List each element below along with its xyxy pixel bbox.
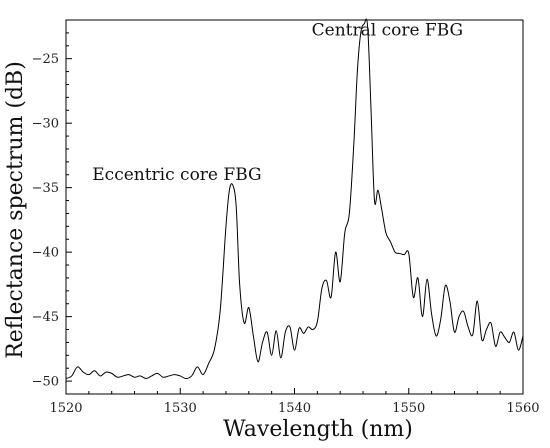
plot-frame <box>65 19 524 395</box>
x-tick-label: 1530 <box>164 401 197 416</box>
x-axis-title: Wavelength (nm) <box>223 417 413 442</box>
x-tick-label: 1560 <box>506 401 539 416</box>
y-tick-label: −30 <box>32 117 59 132</box>
y-axis-title: Reflectance spectrum (dB) <box>3 61 28 359</box>
axis-ticks: 1520 1530 1540 1550 1560 −50 −45 −40 −35 −30 −25 <box>32 19 540 416</box>
reflectance-spectrum-line <box>65 18 524 380</box>
x-tick-label: 1540 <box>278 401 311 416</box>
x-tick-label: 1550 <box>392 401 425 416</box>
y-tick-label: −40 <box>32 246 59 261</box>
annotation-eccentric-core-fbg: Eccentric core FBG <box>92 165 261 185</box>
y-tick-label: −35 <box>32 181 59 196</box>
annotation-central-core-fbg: Central core FBG <box>312 20 463 40</box>
y-tick-label: −25 <box>32 52 59 67</box>
y-tick-label: −50 <box>32 375 59 390</box>
x-tick-label: 1520 <box>49 401 82 416</box>
y-tick-label: −45 <box>32 310 59 325</box>
